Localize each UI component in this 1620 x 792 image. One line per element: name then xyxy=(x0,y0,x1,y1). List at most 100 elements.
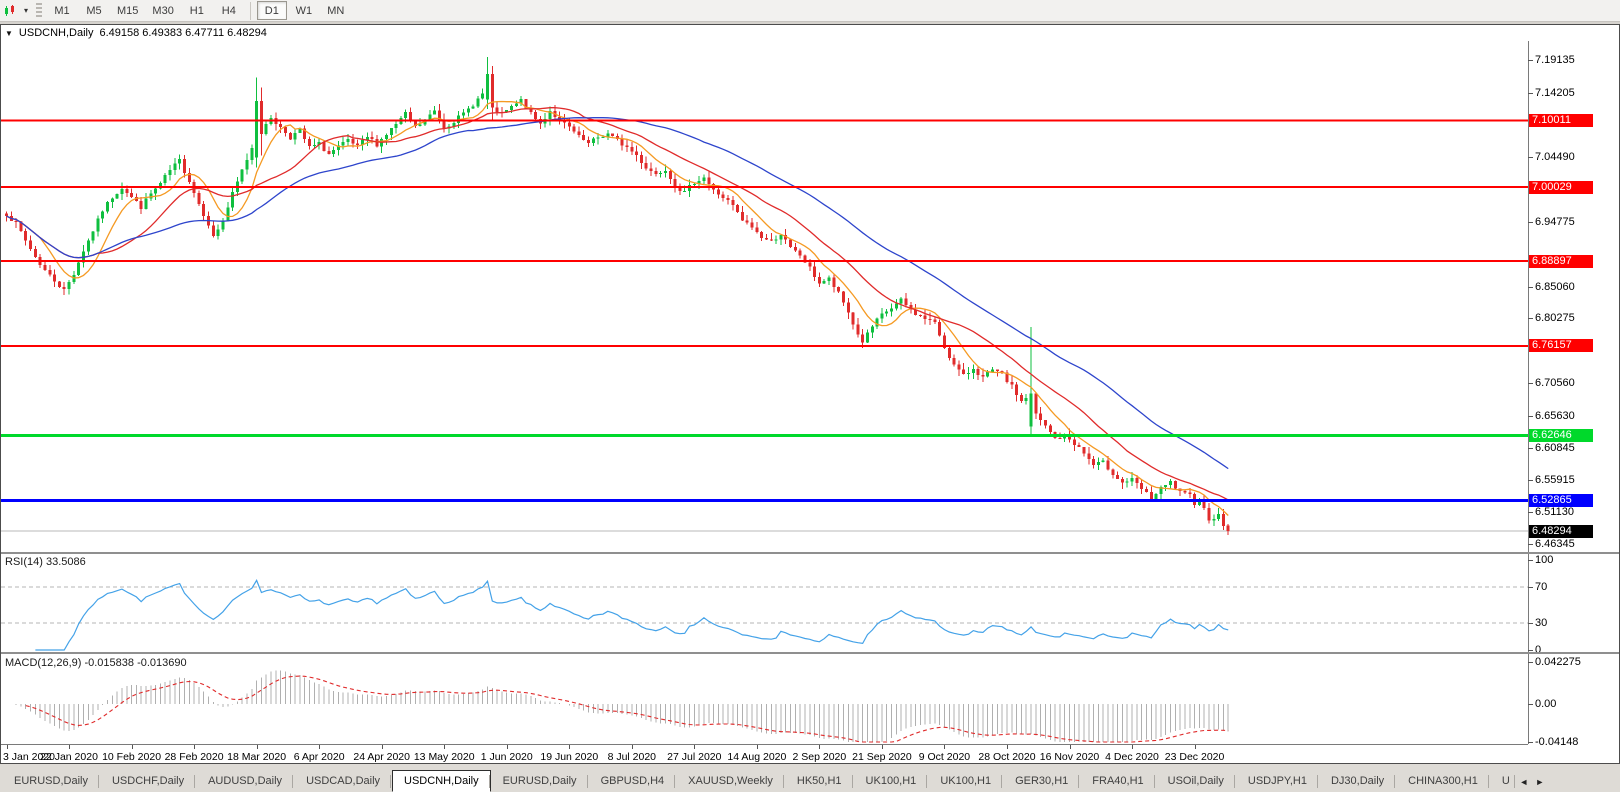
timeframe-button-m30[interactable]: M30 xyxy=(152,5,174,17)
candle-up xyxy=(967,372,970,374)
candle-down xyxy=(789,239,793,247)
candle-up xyxy=(702,177,706,182)
tab-usoil-daily[interactable]: USOil,Daily xyxy=(1155,770,1236,792)
candle-up xyxy=(452,122,456,127)
candle-up xyxy=(67,281,71,290)
candle-down xyxy=(1183,491,1187,493)
timeframe-button-m15[interactable]: M15 xyxy=(117,5,139,17)
candle-down xyxy=(1082,447,1086,454)
chart-type-icon[interactable] xyxy=(0,1,20,21)
candle-down xyxy=(1173,481,1177,489)
chart-tools-caret-icon[interactable]: ▾ xyxy=(24,6,29,15)
candle-down xyxy=(587,140,591,143)
macd-label: MACD(12,26,9) -0.015838 -0.013690 xyxy=(5,657,187,669)
tab-uk100-h1[interactable]: UK100,H1 xyxy=(928,770,1004,792)
timeframe-button-w1[interactable]: W1 xyxy=(295,5,313,17)
timeframe-button-mn[interactable]: MN xyxy=(327,5,345,17)
tab-hk50-h1[interactable]: HK50,H1 xyxy=(784,770,854,792)
candle-up xyxy=(1154,493,1158,500)
date-tick-label: 18 Mar 2020 xyxy=(227,751,287,763)
tab-u[interactable]: U xyxy=(1489,770,1516,792)
candle-up xyxy=(596,137,600,139)
candle-down xyxy=(832,277,836,287)
candle-down xyxy=(933,319,937,322)
timeframe-button-m5[interactable]: M5 xyxy=(86,5,102,17)
candle-down xyxy=(1043,420,1047,426)
candle-down xyxy=(817,276,821,284)
candle-up xyxy=(505,110,509,112)
rsi-tick-mark xyxy=(1528,650,1533,651)
tab-audusd-daily[interactable]: AUDUSD,Daily xyxy=(196,770,295,792)
price-chart-plot[interactable] xyxy=(1,41,1528,552)
date-tick-mark xyxy=(631,745,633,749)
moving-average-45[interactable] xyxy=(6,116,1229,470)
price-tick-label: 6.55915 xyxy=(1535,474,1575,487)
date-tick-mark xyxy=(694,745,696,749)
candle-down xyxy=(726,197,730,201)
tab-uk100-h1[interactable]: UK100,H1 xyxy=(853,770,929,792)
candle-up xyxy=(106,202,110,212)
candle-up xyxy=(461,112,465,116)
candle-down xyxy=(413,120,417,126)
price-tick-mark xyxy=(1528,92,1533,94)
candle-down xyxy=(29,240,33,250)
candle-down xyxy=(649,168,653,171)
panel-divider[interactable] xyxy=(1,552,1619,554)
rsi-axis-label: 30 xyxy=(1535,617,1548,629)
price-tick-label: 6.46345 xyxy=(1535,538,1575,551)
date-tick-mark xyxy=(756,745,758,749)
candle-down xyxy=(620,139,624,146)
moving-average-20[interactable] xyxy=(6,107,1229,501)
tab-xauusd-weekly[interactable]: XAUUSD,Weekly xyxy=(676,770,785,792)
candle-down xyxy=(327,150,331,154)
candle-up xyxy=(332,149,336,154)
tab-dj30-daily[interactable]: DJ30,Daily xyxy=(1318,770,1397,792)
toolbar-grip[interactable] xyxy=(36,2,43,19)
price-tick-label: 7.14205 xyxy=(1535,86,1575,99)
tab-scroll-left-button[interactable]: ◄ xyxy=(1519,777,1529,787)
candle-down xyxy=(529,109,533,112)
tab-ger30-h1[interactable]: GER30,H1 xyxy=(1003,770,1081,792)
candle-down xyxy=(803,255,807,263)
rsi-line xyxy=(35,579,1229,651)
timeframe-button-m1[interactable]: M1 xyxy=(54,5,70,17)
tab-eurusd-daily[interactable]: EURUSD,Daily xyxy=(490,770,589,792)
timeframe-button-h4[interactable]: H4 xyxy=(221,5,236,17)
candle-down xyxy=(14,220,18,222)
candle-down xyxy=(288,133,292,140)
candle-up xyxy=(423,120,427,125)
candle-down xyxy=(125,188,129,194)
date-tick-label: 28 Feb 2020 xyxy=(164,751,224,763)
candle-down xyxy=(197,192,201,205)
rsi-plot[interactable] xyxy=(1,554,1528,652)
moving-average-8[interactable] xyxy=(6,100,1229,516)
macd-tick-mark xyxy=(1528,661,1533,663)
panel-divider[interactable] xyxy=(1,652,1619,654)
tab-gbpusd-h4[interactable]: GBPUSD,H4 xyxy=(588,770,677,792)
tab-eurusd-daily[interactable]: EURUSD,Daily xyxy=(2,770,100,792)
tab-scroll-right-button[interactable]: ► xyxy=(1535,777,1545,787)
price-level-tag: 7.00029 xyxy=(1529,180,1593,194)
tab-china300-h1[interactable]: CHINA300,H1 xyxy=(1396,770,1490,792)
tab-fra40-h1[interactable]: FRA40,H1 xyxy=(1080,770,1156,792)
candle-down xyxy=(202,204,206,217)
tab-usdcnh-daily[interactable]: USDCNH,Daily xyxy=(392,770,491,792)
candle-up xyxy=(683,190,687,192)
candle-down xyxy=(918,314,922,316)
collapse-chart-icon[interactable]: ▼ xyxy=(5,28,13,38)
date-tick-label: 23 Dec 2020 xyxy=(1164,751,1225,763)
macd-plot[interactable] xyxy=(1,654,1528,744)
date-tick-mark xyxy=(69,745,71,749)
tab-usdjpy-h1[interactable]: USDJPY,H1 xyxy=(1235,770,1319,792)
tab-usdchf-daily[interactable]: USDCHF,Daily xyxy=(99,770,197,792)
candle-down xyxy=(139,200,143,210)
candle-down xyxy=(861,334,865,343)
date-tick-label: 9 Oct 2020 xyxy=(918,751,971,763)
candle-up xyxy=(389,128,393,135)
rsi-axis-label: 100 xyxy=(1535,554,1554,566)
timeframe-button-h1[interactable]: H1 xyxy=(189,5,204,17)
timeframe-button-d1[interactable]: D1 xyxy=(256,1,287,20)
candle-down xyxy=(57,281,61,287)
tab-usdcad-daily[interactable]: USDCAD,Daily xyxy=(294,770,393,792)
candle-up xyxy=(476,98,480,107)
